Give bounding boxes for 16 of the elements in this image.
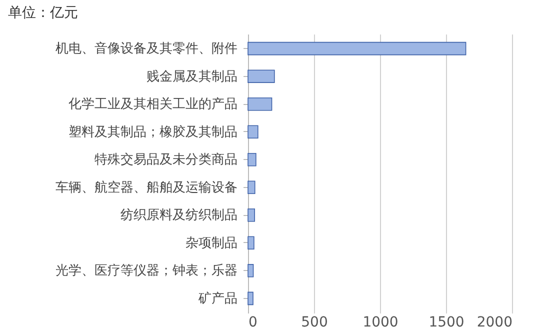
y-tick-label: 车辆、航空器、船舶及运输设备 xyxy=(56,180,238,196)
y-tick-label: 矿产品 xyxy=(198,291,238,306)
y-tick-label: 特殊交易品及未分类商品 xyxy=(94,152,238,168)
y-tick-label: 机电、音像设备及其零件、附件 xyxy=(56,42,238,57)
x-tick-label: 2000 xyxy=(476,314,512,330)
y-tick-label: 纺织原料及纺织制品 xyxy=(120,208,238,224)
y-tick-label: 塑料及其制品；橡胶及其制品 xyxy=(68,124,238,140)
text: 单位：亿元 xyxy=(8,5,78,21)
y-tick-label: 杂项制品 xyxy=(186,236,238,251)
y-tick-label: 光学、医疗等仪器；钟表；乐器 xyxy=(56,264,238,279)
x-tick-label: 500 xyxy=(301,314,328,330)
x-tick-label: 1500 xyxy=(428,314,464,330)
x-tick-label: 0 xyxy=(248,314,258,330)
y-tick-label: 贱金属及其制品 xyxy=(146,69,238,84)
y-tick-label: 化学工业及其相关工业的产品 xyxy=(68,97,238,112)
x-tick-label: 1000 xyxy=(362,314,398,330)
